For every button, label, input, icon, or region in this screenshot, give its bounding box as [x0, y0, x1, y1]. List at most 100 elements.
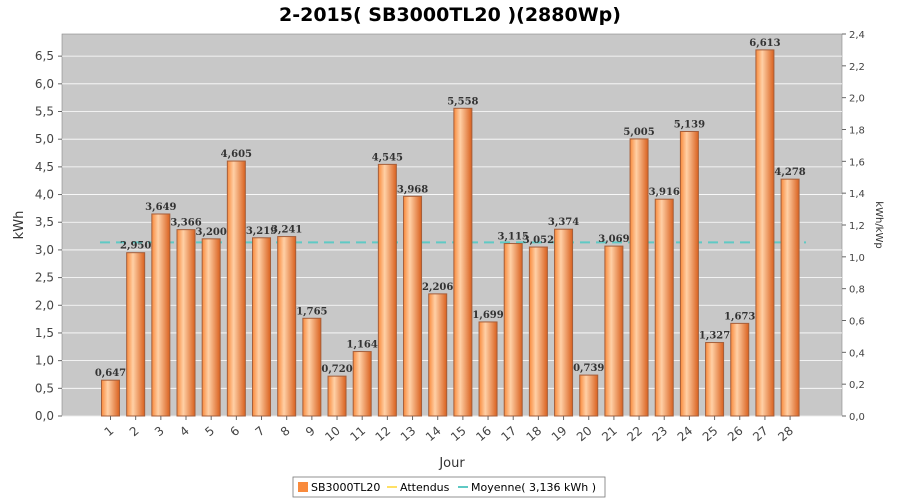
- x-axis-label: Jour: [438, 456, 465, 471]
- bar-day-26: [730, 322, 750, 417]
- bar-day-25: [705, 342, 725, 417]
- y-tick-label: 2,5: [35, 271, 54, 285]
- bar-day-27: [755, 49, 775, 417]
- data-label-day-26: 1,673: [724, 311, 755, 322]
- data-label-day-25: 1,327: [699, 331, 730, 342]
- x-tick-label: 26: [725, 424, 746, 445]
- x-tick-label: 10: [322, 424, 343, 445]
- legend-label-moyenne: Moyenne( 3,136 kWh ): [471, 481, 596, 494]
- bar-day-24: [679, 130, 699, 417]
- data-label-day-5: 3,200: [196, 227, 227, 238]
- x-tick-label: 21: [599, 424, 620, 445]
- x-tick-label: 1: [102, 424, 117, 440]
- x-tick-label: 17: [498, 424, 519, 445]
- y2-tick-label: 1,4: [849, 189, 865, 200]
- x-tick-label: 9: [303, 424, 318, 440]
- y-tick-label: 5,0: [35, 132, 54, 146]
- data-label-day-13: 3,968: [397, 184, 428, 195]
- x-tick-label: 5: [202, 424, 217, 440]
- y-tick-label: 6,0: [35, 77, 54, 91]
- bar-day-9: [302, 317, 322, 417]
- bar-day-20: [579, 374, 599, 417]
- x-tick-label: 16: [473, 424, 494, 445]
- data-label-day-20: 0,739: [573, 363, 604, 374]
- x-tick-label: 24: [675, 424, 696, 445]
- bar-day-7: [252, 237, 272, 417]
- x-tick-label: 4: [177, 424, 192, 440]
- bar-day-5: [201, 238, 221, 417]
- bar-day-2: [126, 252, 146, 417]
- x-tick-label: 8: [278, 424, 293, 440]
- legend-swatch-sb3000tl20: [298, 482, 308, 492]
- x-tick-label: 2: [127, 424, 142, 440]
- x-tick-label: 23: [649, 424, 670, 445]
- y2-tick-label: 2,0: [849, 94, 865, 105]
- y2-tick-label: 2,2: [849, 62, 865, 73]
- data-label-day-19: 3,374: [548, 217, 579, 228]
- data-label-day-12: 4,545: [372, 152, 403, 163]
- y-tick-label: 0,5: [35, 381, 54, 395]
- x-tick-label: 7: [253, 424, 268, 440]
- data-label-day-17: 3,115: [498, 232, 529, 243]
- data-label-day-21: 3,069: [598, 234, 629, 245]
- data-label-day-2: 2,950: [120, 241, 151, 252]
- data-label-day-9: 1,765: [296, 306, 327, 317]
- y2-axis-label: kWh/kWp: [873, 201, 884, 248]
- data-label-day-23: 3,916: [649, 187, 680, 198]
- x-axis: 1 2 3 4 5 6 7 8 9 10 11 12 13 14 15 16 17 18 19 20 21 22 23 24 2…: [102, 416, 796, 444]
- x-tick-label: 6: [227, 424, 242, 440]
- legend-label-attendus: Attendus: [400, 481, 450, 494]
- y-tick-label: 5,5: [35, 105, 54, 119]
- y-tick-label: 1,0: [35, 354, 54, 368]
- y2-tick-label: 0,4: [849, 348, 865, 359]
- y-tick-label: 3,0: [35, 243, 54, 257]
- x-tick-label: 3: [152, 424, 167, 440]
- y-tick-label: 0,0: [35, 409, 54, 423]
- y-tick-label: 6,5: [35, 49, 54, 63]
- x-tick-label: 12: [373, 424, 394, 445]
- bar-day-17: [503, 243, 523, 417]
- right-y-axis: 0,0 0,2 0,4 0,6 0,8 1,0 1,2 1,4 1,6 1,8 2,0 2,2 2,4: [842, 30, 865, 423]
- data-label-day-18: 3,052: [523, 235, 554, 246]
- y2-tick-label: 0,0: [849, 412, 865, 423]
- bar-day-15: [453, 107, 473, 417]
- x-tick-label: 15: [448, 424, 469, 445]
- bar-day-6: [226, 160, 246, 417]
- data-label-day-8: 3,241: [271, 225, 302, 236]
- data-label-day-1: 0,647: [95, 368, 126, 379]
- x-tick-label: 22: [624, 424, 645, 445]
- y-tick-label: 4,5: [35, 160, 54, 174]
- chart-title: 2-2015( SB3000TL20 )(2880Wp): [279, 4, 621, 26]
- bar-day-12: [377, 163, 397, 417]
- bar-day-18: [528, 246, 548, 417]
- bar-day-16: [478, 321, 498, 417]
- y-axis-label: kWh: [12, 211, 27, 240]
- y-tick-label: 3,5: [35, 215, 54, 229]
- y-tick-label: 4,0: [35, 188, 54, 202]
- x-tick-label: 20: [574, 424, 595, 445]
- x-tick-label: 11: [347, 424, 368, 445]
- bar-day-1: [101, 379, 120, 417]
- data-label-day-3: 3,649: [145, 202, 176, 213]
- y2-tick-label: 0,8: [849, 285, 865, 296]
- bar-day-10: [327, 375, 347, 417]
- data-label-day-22: 5,005: [623, 127, 654, 138]
- bar-day-14: [428, 293, 448, 417]
- x-tick-label: 19: [549, 424, 570, 445]
- data-label-day-15: 5,558: [447, 96, 478, 107]
- data-label-day-28: 4,278: [774, 167, 805, 178]
- legend-label-sb3000tl20: SB3000TL20: [311, 481, 380, 494]
- data-label-day-16: 1,699: [472, 310, 503, 321]
- bar-day-4: [176, 229, 196, 417]
- data-label-day-6: 4,605: [221, 149, 252, 160]
- x-tick-label: 13: [398, 424, 419, 445]
- data-label-day-27: 6,613: [749, 38, 780, 49]
- y2-tick-label: 0,6: [849, 317, 865, 328]
- y2-tick-label: 1,2: [849, 221, 865, 232]
- bar-day-11: [352, 351, 372, 417]
- bar-day-8: [277, 236, 297, 417]
- bar-day-3: [151, 213, 171, 417]
